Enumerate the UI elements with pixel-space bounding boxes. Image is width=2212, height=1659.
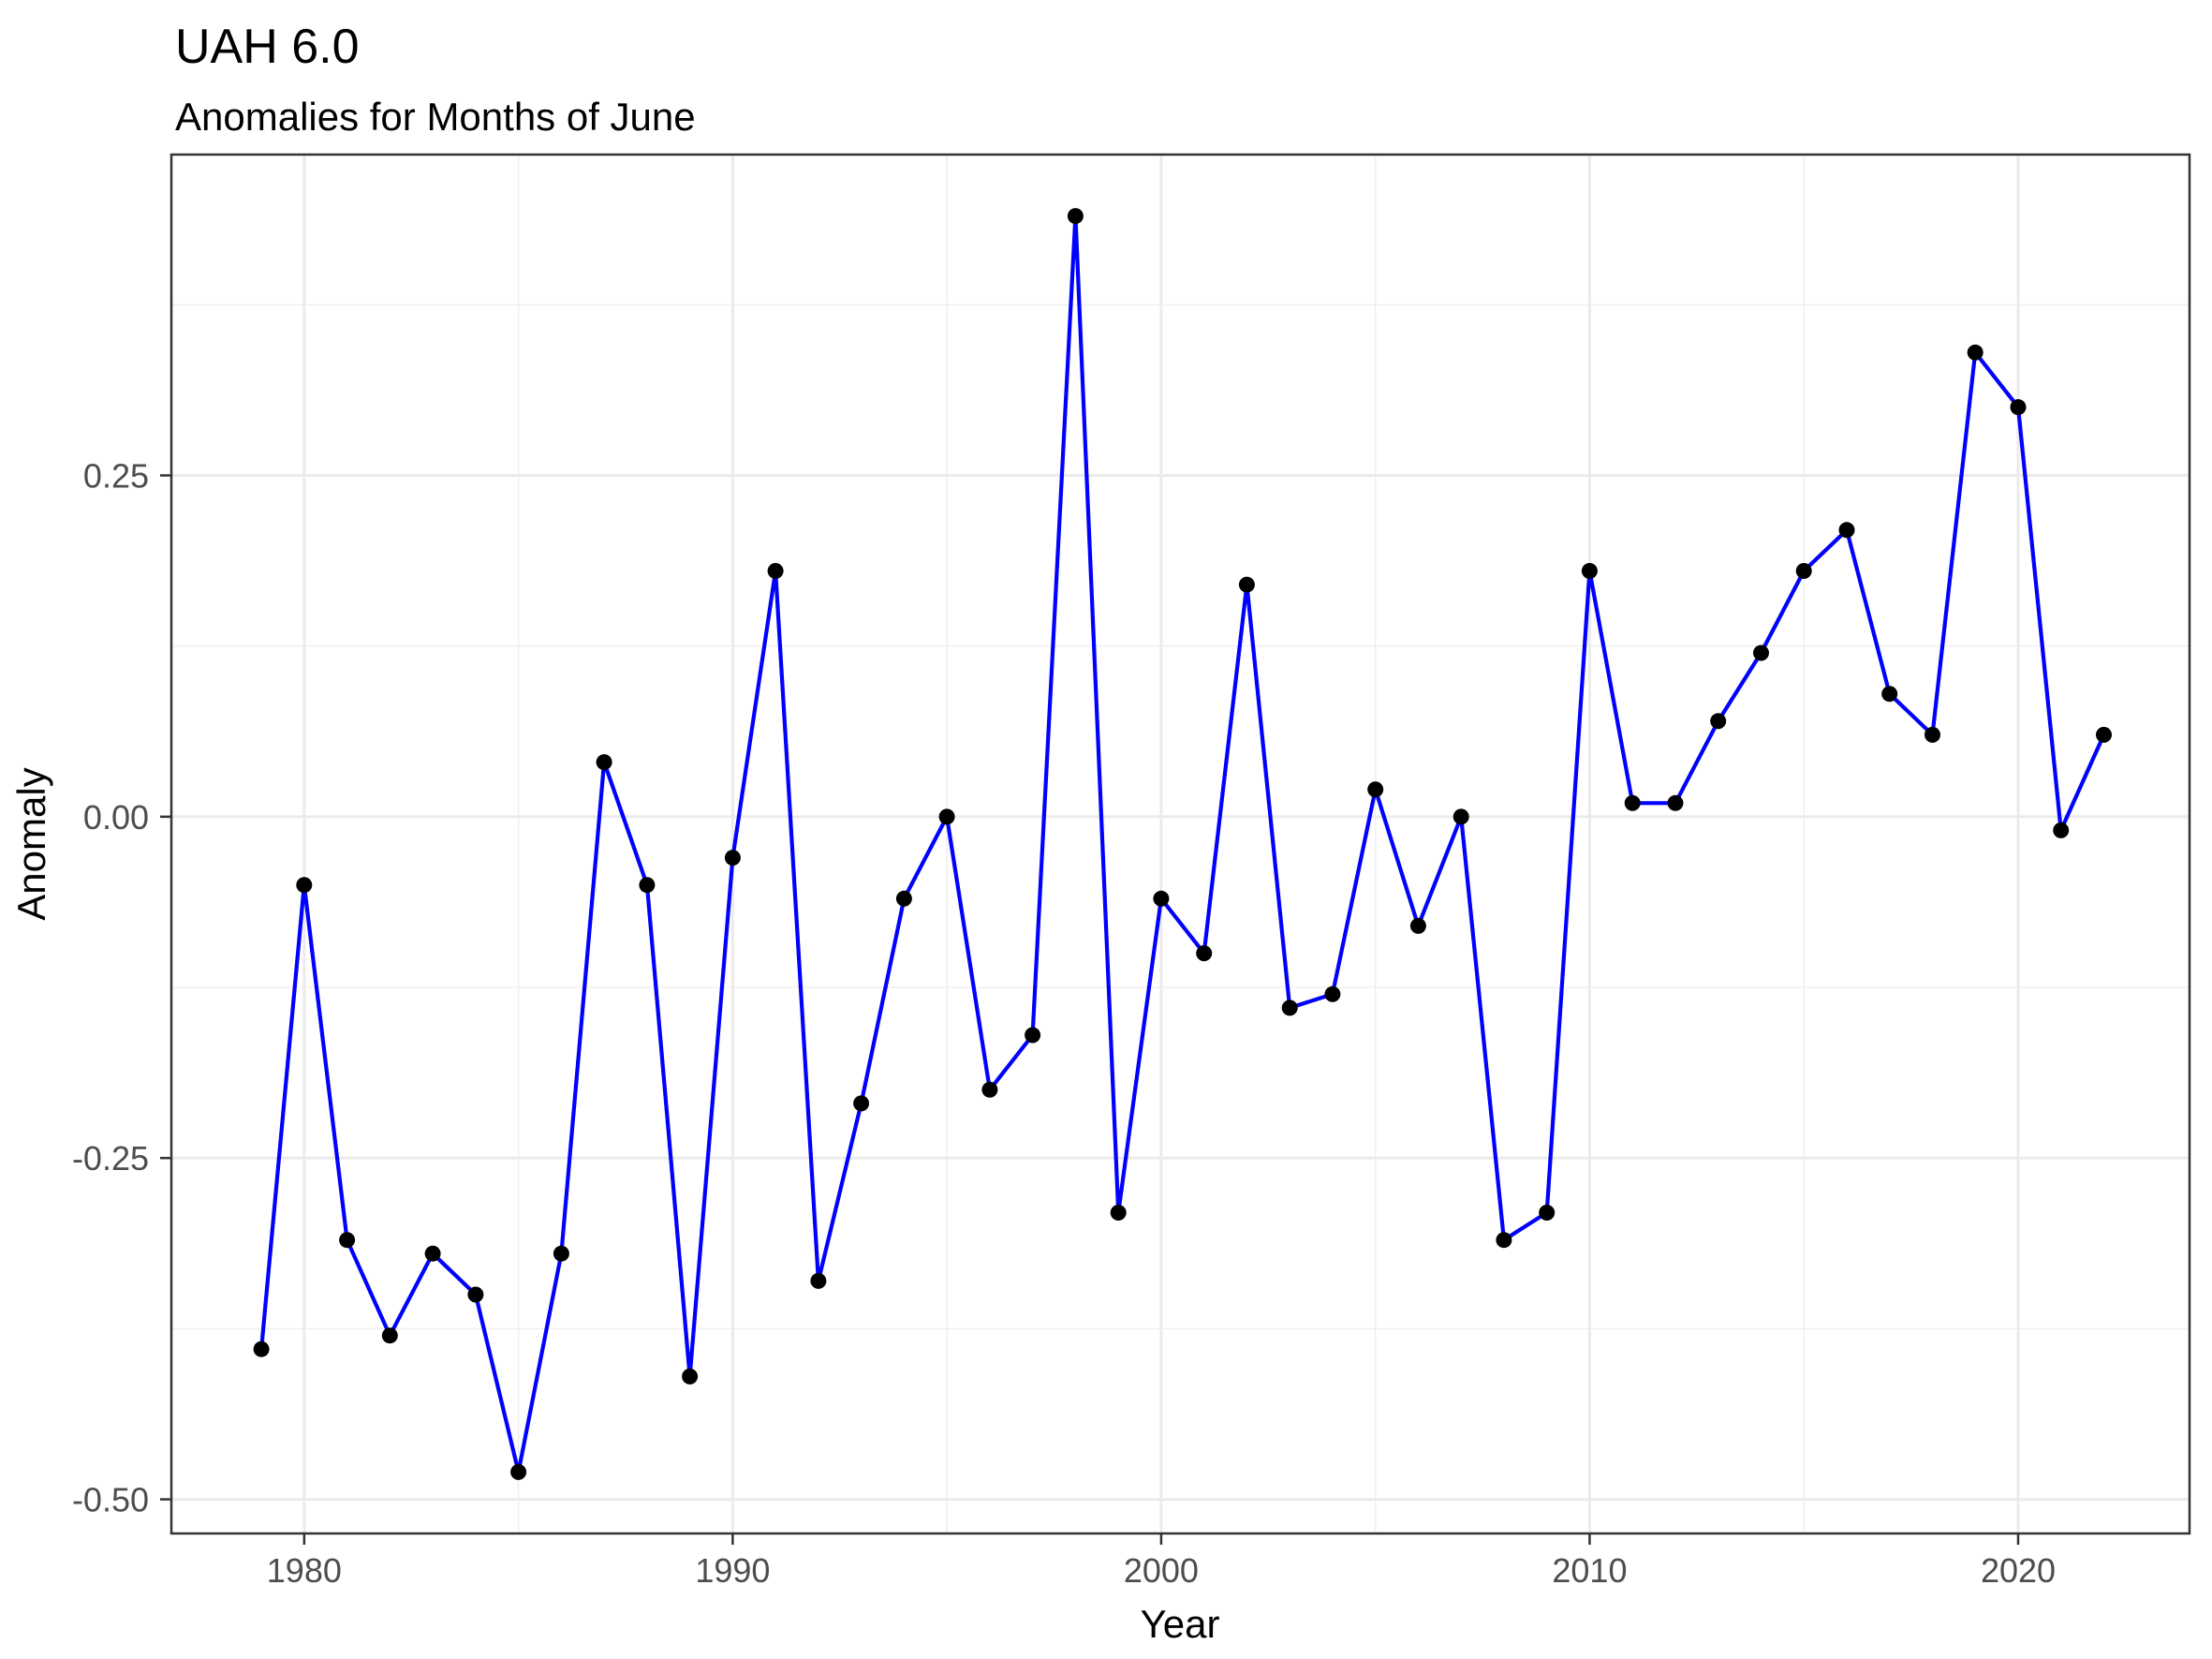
- x-tick-label: 2020: [1981, 1551, 2056, 1590]
- y-tick-label: -0.50: [72, 1481, 149, 1519]
- data-point: [1838, 522, 1855, 539]
- major-gridlines: [171, 155, 2190, 1533]
- panel-border: [170, 153, 2191, 1535]
- data-point: [1539, 1205, 1556, 1221]
- series-line: [259, 214, 2106, 1474]
- data-point: [853, 1095, 870, 1112]
- x-axis-tick-labels: 1980 1990 2000 2010 2020: [267, 1551, 2056, 1590]
- data-point: [296, 877, 313, 894]
- data-point: [981, 1081, 998, 1098]
- data-point: [1367, 781, 1384, 798]
- data-point: [1196, 945, 1213, 962]
- data-point: [381, 1327, 398, 1344]
- data-point: [424, 1245, 441, 1262]
- y-tick-label: 0.25: [83, 456, 149, 495]
- data-point: [682, 1368, 699, 1385]
- chart-subtitle: Anomalies for Months of June: [175, 95, 696, 139]
- x-tick-label: 2010: [1552, 1551, 1627, 1590]
- data-point: [1281, 1000, 1298, 1016]
- data-point: [1238, 576, 1255, 593]
- data-point: [1624, 794, 1641, 811]
- data-point: [1153, 890, 1170, 907]
- x-tick-label: 1980: [267, 1551, 342, 1590]
- y-axis-tick-labels: 0.25 0.00 -0.25 -0.50: [72, 456, 149, 1518]
- data-point: [2096, 726, 2112, 743]
- data-point: [1110, 1205, 1127, 1221]
- data-point: [1753, 644, 1769, 661]
- data-point: [810, 1272, 827, 1289]
- x-tick-label: 1990: [695, 1551, 770, 1590]
- chart-title: UAH 6.0: [175, 20, 360, 74]
- x-tick-label: 2000: [1124, 1551, 1199, 1590]
- data-point: [510, 1463, 527, 1480]
- minor-gridlines: [171, 155, 2190, 1533]
- data-point: [596, 754, 612, 771]
- data-point: [767, 563, 784, 579]
- data-point: [895, 890, 912, 907]
- x-axis-ticks: [302, 1533, 2020, 1545]
- plot-panel: [171, 155, 2190, 1533]
- y-tick-label: 0.00: [83, 798, 149, 837]
- data-point: [1496, 1232, 1512, 1249]
- data-point: [724, 850, 741, 867]
- data-point: [253, 1341, 270, 1357]
- data-point: [2010, 399, 2027, 416]
- data-point: [1881, 686, 1898, 703]
- data-point: [1409, 917, 1426, 934]
- y-axis-title: Anomaly: [9, 767, 53, 920]
- data-point: [1967, 344, 1983, 361]
- data-point: [1795, 563, 1812, 579]
- x-axis-title: Year: [1141, 1602, 1220, 1646]
- y-tick-label: -0.25: [72, 1139, 149, 1178]
- data-point: [1710, 713, 1727, 730]
- data-point: [553, 1245, 569, 1262]
- data-point: [2053, 822, 2070, 838]
- data-points: [253, 208, 2112, 1480]
- data-point: [1581, 563, 1598, 579]
- data-point: [1453, 808, 1469, 825]
- data-point: [467, 1286, 484, 1303]
- data-point: [639, 877, 656, 894]
- data-point: [1324, 985, 1341, 1002]
- data-point: [1667, 794, 1684, 811]
- y-axis-ticks: [160, 474, 171, 1501]
- data-point: [1025, 1027, 1041, 1044]
- data-point: [938, 808, 955, 825]
- data-point: [1924, 726, 1940, 743]
- data-point: [1067, 208, 1084, 225]
- data-point: [339, 1232, 356, 1249]
